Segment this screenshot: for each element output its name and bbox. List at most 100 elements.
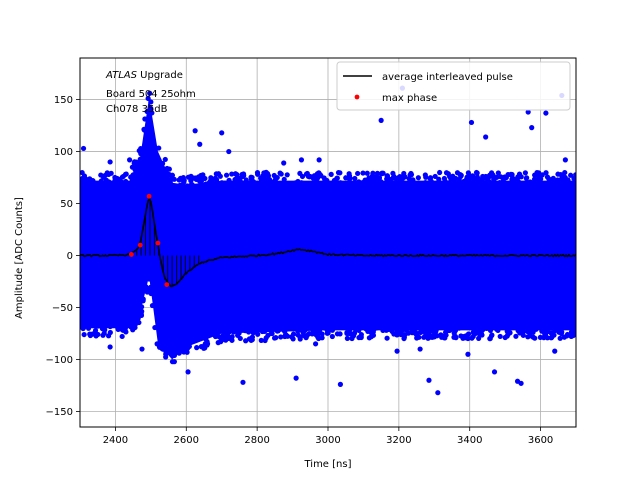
legend-box [336, 61, 571, 111]
scatter-point [373, 174, 379, 180]
scatter-point [270, 325, 276, 331]
annotation-line-1: ATLAS Upgrade [105, 70, 183, 81]
x-tick-label: 3600 [528, 435, 553, 446]
scatter-point [107, 323, 113, 330]
scatter-point [177, 182, 183, 188]
scatter-point [253, 327, 260, 333]
outlier-point [240, 379, 246, 385]
scatter-point [277, 181, 283, 187]
outlier-point [281, 160, 287, 166]
scatter-point [370, 170, 376, 176]
scatter-point [348, 331, 354, 337]
scatter-point [561, 334, 568, 340]
x-tick-label: 3000 [315, 435, 340, 446]
scatter-point [138, 151, 144, 157]
scatter-point [476, 335, 482, 341]
scatter-point [451, 334, 457, 340]
outlier-point [316, 157, 322, 163]
scatter-point [407, 172, 413, 178]
scatter-point [149, 302, 156, 309]
outlier-point [435, 390, 441, 396]
scatter-point [391, 175, 397, 181]
scatter-point [524, 175, 530, 181]
outlier-point [80, 145, 87, 152]
scatter-point [384, 335, 390, 341]
outlier-point [192, 128, 198, 134]
scatter-point [255, 331, 261, 337]
scatter-point [254, 170, 261, 176]
scatter-point [260, 173, 266, 179]
plot-area: 2400 2600 2800 3000 3200 3400 3600 −150 −100 −50 0… [46, 57, 577, 446]
scatter-point [166, 172, 172, 178]
scatter-point [248, 326, 254, 332]
x-axis-label: Time [ns] [303, 459, 351, 470]
max-phase-point [137, 242, 143, 248]
scatter-point [100, 174, 107, 180]
scatter-point [268, 330, 274, 337]
scatter-point [169, 359, 176, 365]
outlier-point [468, 119, 475, 126]
scatter-point [243, 177, 249, 183]
scatter-point [571, 175, 576, 182]
scatter-point [456, 176, 462, 183]
scatter-point [106, 179, 112, 185]
scatter-point [135, 309, 142, 315]
scatter-point [85, 321, 91, 327]
outlier-point [176, 350, 182, 356]
scatter-point [144, 108, 150, 115]
max-phase-point [146, 193, 152, 199]
scatter-point [489, 170, 495, 176]
scatter-point [432, 173, 438, 180]
scatter-point [145, 95, 151, 102]
scatter-point [143, 284, 149, 290]
outlier-point [529, 125, 535, 131]
y-tick-label: 0 [67, 251, 73, 262]
scatter-point [450, 173, 456, 179]
scatter-point [232, 176, 238, 183]
scatter-point [80, 325, 86, 332]
scatter-point [230, 181, 236, 187]
scatter-point [128, 174, 134, 180]
scatter-point [444, 324, 451, 331]
outlier-point [293, 375, 299, 381]
scatter-point [262, 337, 268, 344]
scatter-point [139, 304, 145, 310]
scatter-point [105, 333, 112, 339]
scatter-point [465, 323, 471, 329]
scatter-point [422, 172, 428, 178]
scatter-point [356, 327, 362, 334]
scatter-point [504, 328, 510, 334]
scatter-point [289, 334, 295, 340]
scatter-point [366, 324, 372, 330]
outlier-point [552, 348, 558, 354]
scatter-point [170, 352, 177, 358]
scatter-point [87, 176, 93, 182]
scatter-point [258, 178, 264, 184]
outlier-point [525, 109, 531, 115]
y-tick-label: 150 [54, 95, 73, 106]
scatter-point [258, 325, 264, 331]
x-tick-label: 3400 [457, 435, 482, 446]
scatter-point [441, 180, 447, 186]
outlier-point [543, 110, 549, 116]
scatter-point [441, 335, 447, 341]
scatter-point [195, 336, 202, 342]
scatter-point [380, 327, 386, 334]
scatter-point [454, 181, 461, 187]
outlier-point [139, 346, 145, 352]
outlier-point [107, 159, 113, 165]
scatter-point [542, 331, 549, 338]
scatter-point [309, 180, 315, 186]
max-phase-point [164, 282, 170, 287]
scatter-point [248, 180, 254, 186]
scatter-point [167, 179, 173, 185]
scatter-point [203, 181, 209, 187]
scatter-point [491, 177, 497, 183]
scatter-point [431, 330, 438, 336]
scatter-point [362, 178, 368, 184]
annotation-line-3: Ch078 35dB [106, 104, 168, 115]
scatter-point [513, 333, 519, 339]
scatter-point [166, 166, 172, 172]
scatter-point [186, 343, 192, 350]
legend-label: max phase [382, 93, 437, 104]
